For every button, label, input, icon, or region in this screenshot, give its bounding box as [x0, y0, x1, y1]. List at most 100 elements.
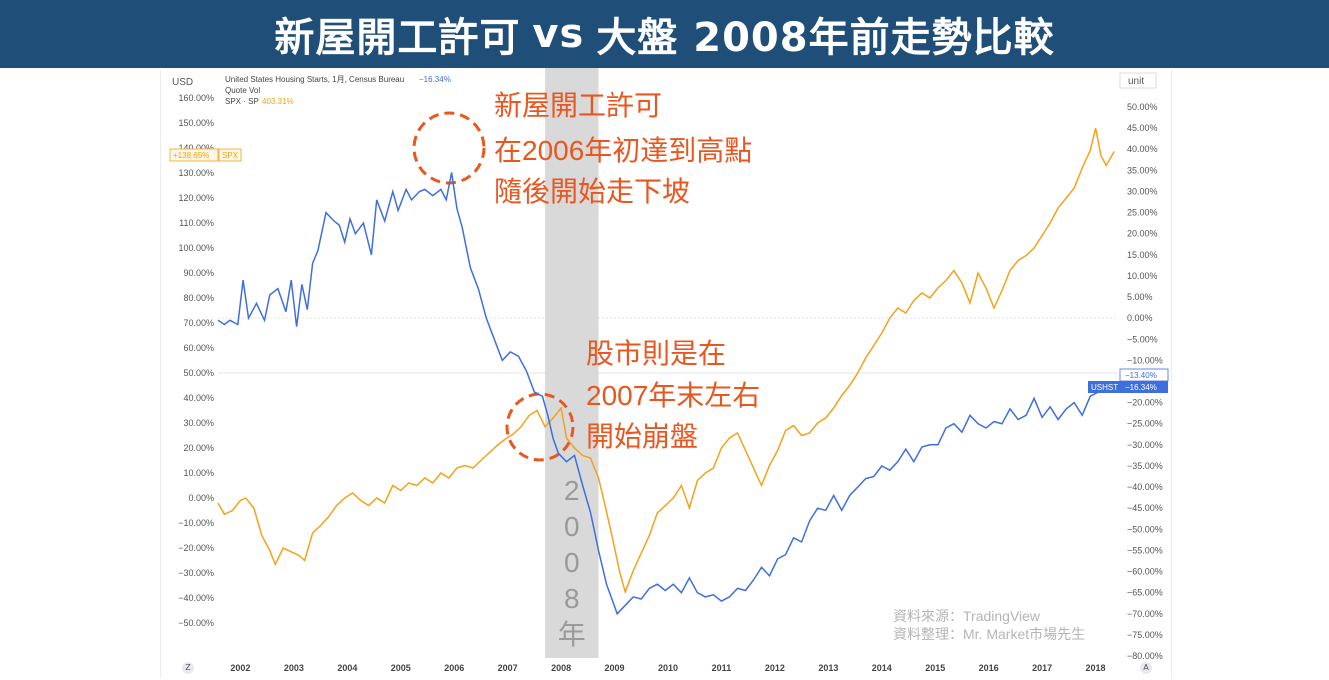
- left-tick-label: 60.00%: [183, 343, 214, 353]
- right-tick-label: 20.00%: [1127, 229, 1158, 239]
- series-line-housing-starts: [217, 172, 1115, 616]
- left-tick-label: 160.00%: [178, 93, 214, 103]
- right-tick-label: 0.00%: [1127, 313, 1153, 323]
- right-axis-unit[interactable]: unit: [1128, 76, 1144, 87]
- legend-housing-name[interactable]: United States Housing Starts, 1月, Census…: [225, 75, 404, 84]
- left-tick-label: 100.00%: [178, 243, 214, 253]
- left-tick-label: 90.00%: [183, 268, 214, 278]
- x-tick-label: 2015: [925, 663, 945, 673]
- x-axis: 2002 2003 2004 2005 2006 2007 2008 2009 2010 2011…: [230, 663, 1105, 673]
- right-tick-label: −60.00%: [1127, 567, 1163, 577]
- band-label: 2 0 0 8 年: [558, 475, 586, 650]
- left-tick-label: −10.00%: [178, 518, 214, 528]
- series-line-spx: [217, 127, 1115, 595]
- left-tick-label: −30.00%: [178, 568, 214, 578]
- left-tick-label: 140.00%: [178, 143, 214, 153]
- x-tick-label: 2010: [658, 663, 678, 673]
- annotation-line: 隨後開始走下坡: [494, 176, 690, 207]
- right-tick-label: −70.00%: [1127, 609, 1163, 619]
- right-tick-label: −65.00%: [1127, 588, 1163, 598]
- right-tick-label: −55.00%: [1127, 545, 1163, 555]
- x-tick-label: 2017: [1032, 663, 1052, 673]
- spx-tag-value: +138.65%: [173, 151, 209, 160]
- ushst-tag-value-secondary: −13.40%: [1125, 371, 1157, 380]
- band-label-char: 年: [558, 619, 586, 650]
- left-tick-label: 110.00%: [179, 218, 214, 228]
- ushst-tag-value: −16.34%: [1125, 383, 1157, 392]
- left-tick-label: −40.00%: [178, 593, 214, 603]
- legend-housing-value: −16.34%: [419, 75, 451, 84]
- x-tick-label: 2011: [712, 663, 732, 673]
- x-tick-label: 2002: [230, 663, 250, 673]
- ushst-price-tag: −13.40% USHST −16.34%: [1088, 368, 1169, 393]
- band-label-char: 0: [564, 511, 580, 542]
- right-tick-label: 30.00%: [1127, 186, 1158, 196]
- title-banner: 新屋開工許可 vs 大盤 2008年前走勢比較: [0, 0, 1329, 68]
- legend-quote-vol[interactable]: Quote Vol: [225, 86, 260, 95]
- x-tick-label: 2018: [1086, 663, 1106, 673]
- left-tick-label: 10.00%: [183, 468, 214, 478]
- right-tick-label: −10.00%: [1127, 355, 1163, 365]
- x-tick-label: 2005: [391, 663, 411, 673]
- right-tick-label: −35.00%: [1127, 461, 1163, 471]
- chart-frame: [160, 70, 1172, 678]
- peak-highlight-circle: [412, 111, 486, 185]
- stock-crash-annotation: 股市則是在 2007年末左右 開始崩盤: [586, 338, 760, 452]
- housing-peak-annotation: 新屋開工許可 在2006年初達到高點 隨後開始走下坡: [494, 90, 752, 207]
- x-tick-label: 2009: [605, 663, 625, 673]
- right-tick-label: 5.00%: [1127, 292, 1153, 302]
- left-corner-icon[interactable]: Z: [182, 662, 194, 674]
- x-tick-label: 2004: [337, 663, 357, 673]
- right-corner-icon[interactable]: A: [1140, 662, 1152, 674]
- source-line-2: 資料整理：Mr. Market市場先生: [893, 626, 1085, 642]
- spx-price-tag: +138.65% SPX: [169, 148, 242, 162]
- left-tick-label: 30.00%: [183, 418, 214, 428]
- left-tick-label: 130.00%: [178, 168, 214, 178]
- right-tick-label: −80.00%: [1127, 651, 1163, 661]
- right-tick-label: 40.00%: [1127, 144, 1158, 154]
- annotation-line: 2007年末左右: [586, 380, 760, 411]
- legend: United States Housing Starts, 1月, Census…: [225, 75, 451, 106]
- left-tick-label: 50.00%: [183, 368, 214, 378]
- x-tick-label: 2007: [498, 663, 518, 673]
- right-tick-label: −45.00%: [1127, 503, 1163, 513]
- right-tick-label: −25.00%: [1127, 419, 1163, 429]
- crash-highlight-circle: [505, 392, 575, 462]
- right-tick-label: 50.00%: [1127, 102, 1158, 112]
- gridlines: [218, 317, 1118, 374]
- x-tick-label: 2012: [765, 663, 785, 673]
- right-tick-label: −50.00%: [1127, 524, 1163, 534]
- right-axis-unit-box[interactable]: [1119, 72, 1157, 89]
- annotation-line: 股市則是在: [586, 338, 726, 369]
- right-tick-label: 10.00%: [1127, 271, 1158, 281]
- band-label-char: 2: [564, 475, 580, 506]
- left-tick-label: 0.00%: [188, 493, 214, 503]
- highlight-band-2008: [545, 68, 599, 658]
- band-label-char: 8: [564, 583, 580, 614]
- x-tick-label: 2013: [818, 663, 838, 673]
- annotation-line: 在2006年初達到高點: [494, 135, 752, 166]
- x-tick-label: 2003: [284, 663, 304, 673]
- x-tick-label: 2006: [444, 663, 464, 673]
- spx-tag-label: SPX: [222, 151, 239, 160]
- left-tick-label: 120.00%: [178, 193, 214, 203]
- x-tick-label: 2014: [872, 663, 892, 673]
- banner-title-housing: 新屋開工許可: [274, 15, 521, 61]
- right-tick-label: −30.00%: [1127, 440, 1163, 450]
- right-tick-label: −20.00%: [1127, 398, 1163, 408]
- legend-spx-value: 403.31%: [262, 97, 294, 106]
- right-tick-label: 45.00%: [1127, 123, 1158, 133]
- left-tick-label: 70.00%: [183, 318, 214, 328]
- left-tick-label: 150.00%: [178, 118, 214, 128]
- right-tick-label: −5.00%: [1127, 334, 1158, 344]
- left-tick-label: 80.00%: [183, 293, 214, 303]
- banner-title-vs: vs: [532, 11, 585, 57]
- banner-title-market: 大盤 2008年前走勢比較: [596, 15, 1055, 61]
- right-tick-label: −40.00%: [1127, 482, 1163, 492]
- left-axis: 160.00% 150.00% 140.00% 130.00% 120.00% 110.0…: [178, 93, 214, 628]
- left-tick-label: −20.00%: [178, 543, 214, 553]
- right-tick-label: 15.00%: [1127, 250, 1158, 260]
- right-axis: 50.00% 45.00% 40.00% 35.00% 30.00% 25.00% 20.0…: [1127, 102, 1163, 661]
- legend-spx-name[interactable]: SPX · SP: [225, 97, 259, 106]
